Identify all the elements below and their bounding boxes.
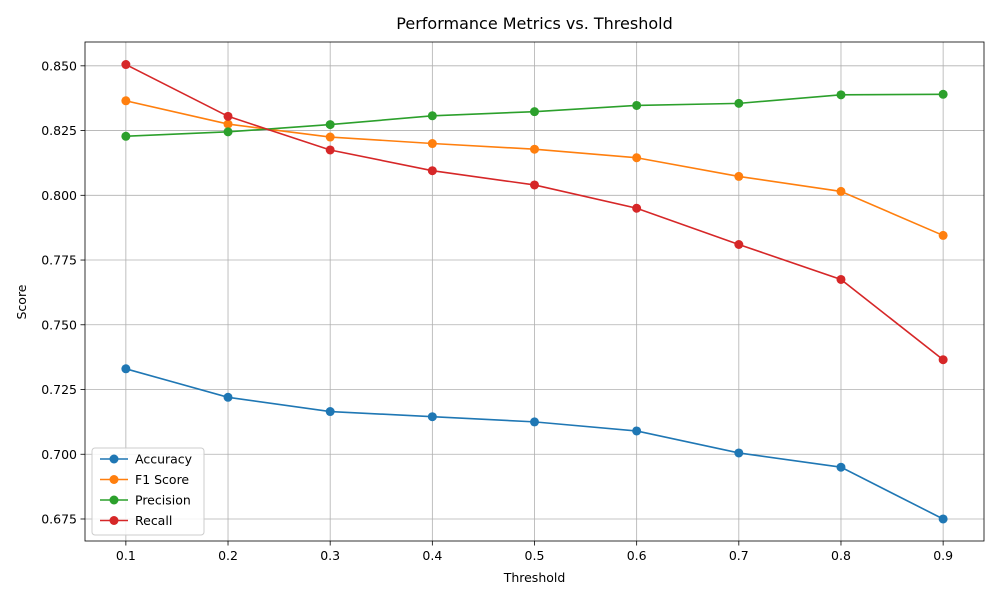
data-point — [530, 144, 539, 154]
legend-label: Precision — [135, 493, 191, 508]
data-point — [938, 89, 948, 99]
data-point — [325, 132, 335, 142]
legend-marker — [109, 454, 119, 464]
data-point — [836, 186, 846, 196]
x-tick-label: 0.7 — [729, 548, 749, 563]
x-tick-label: 0.4 — [422, 548, 442, 563]
data-point — [836, 462, 846, 472]
legend: Accuracy F1 Score Precision Recall — [91, 447, 205, 536]
data-point — [632, 100, 642, 110]
series-accuracy — [121, 364, 948, 524]
data-point — [223, 119, 233, 129]
legend-marker — [109, 516, 119, 525]
data-point — [427, 139, 437, 149]
y-tick-label: 0.725 — [41, 382, 77, 397]
series-precision — [121, 89, 948, 141]
plot-frame — [84, 41, 985, 542]
legend-item: Accuracy — [100, 452, 193, 467]
legend-item: Recall — [100, 513, 172, 528]
data-point — [121, 131, 131, 141]
data-point — [427, 111, 437, 121]
x-tick-label: 0.6 — [627, 548, 647, 563]
axes: 0.1 0.2 0.3 0.4 0.5 0.6 0.7 0.8 0.9 0.675 0.700 0.7… — [41, 41, 985, 563]
series-layer — [121, 60, 948, 524]
legend-marker — [109, 495, 119, 505]
data-point — [938, 230, 948, 240]
data-point — [223, 111, 233, 121]
data-point — [632, 426, 642, 436]
legend-marker — [109, 475, 119, 484]
data-point — [836, 274, 846, 284]
data-point — [734, 240, 744, 250]
x-axis-label: Threshold — [503, 570, 566, 585]
y-tick-label: 0.775 — [41, 253, 77, 268]
y-tick-label: 0.850 — [41, 58, 77, 73]
y-tick-label: 0.825 — [41, 123, 77, 138]
y-tick-label: 0.700 — [41, 447, 77, 462]
chart-title: Performance Metrics vs. Threshold — [396, 14, 672, 33]
data-point — [325, 145, 335, 155]
x-tick-label: 0.9 — [933, 548, 953, 563]
series-recall — [121, 60, 948, 365]
data-point — [427, 166, 437, 176]
data-point — [427, 412, 437, 422]
x-tick-label: 0.2 — [218, 548, 238, 563]
x-tick-label: 0.5 — [525, 548, 545, 563]
data-point — [325, 120, 335, 130]
data-point — [938, 514, 948, 524]
x-tick-label: 0.8 — [831, 548, 851, 563]
data-point — [836, 90, 846, 100]
data-point — [530, 107, 539, 117]
data-point — [325, 407, 335, 417]
data-point — [530, 180, 539, 190]
series-f1-score — [121, 96, 948, 240]
legend-item: F1 Score — [100, 472, 189, 487]
x-tick-label: 0.1 — [116, 548, 136, 563]
data-point — [734, 171, 744, 181]
y-tick-label: 0.675 — [41, 511, 77, 526]
data-point — [530, 417, 539, 427]
legend-box — [91, 447, 205, 536]
data-point — [121, 96, 131, 106]
data-point — [632, 203, 642, 213]
legend-label: Accuracy — [135, 452, 193, 467]
data-point — [938, 355, 948, 365]
data-point — [734, 98, 744, 108]
y-axis-label: Score — [14, 284, 29, 319]
legend-label: Recall — [135, 513, 172, 528]
data-point — [121, 364, 131, 374]
y-tick-label: 0.800 — [41, 188, 77, 203]
y-tick-label: 0.750 — [41, 317, 77, 332]
data-point — [223, 392, 233, 402]
data-point — [734, 448, 744, 458]
legend-item: Precision — [100, 493, 191, 508]
data-point — [223, 127, 233, 137]
data-point — [632, 153, 642, 163]
x-tick-label: 0.3 — [320, 548, 340, 563]
data-point — [121, 60, 131, 70]
legend-label: F1 Score — [135, 472, 189, 487]
